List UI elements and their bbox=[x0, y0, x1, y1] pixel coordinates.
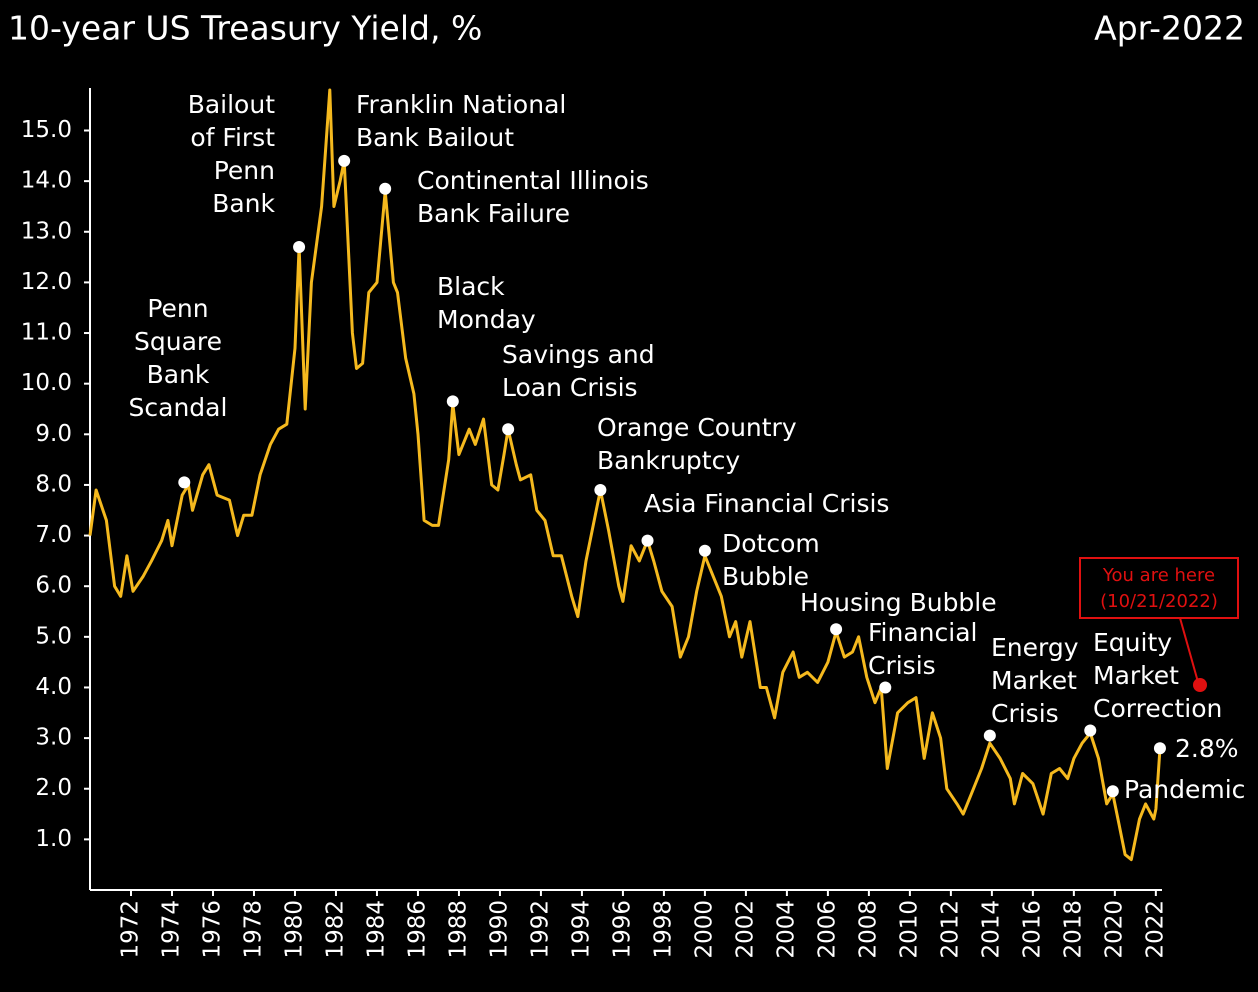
annotation-label: 2.8% bbox=[1175, 734, 1239, 763]
annotation-dot bbox=[641, 534, 654, 547]
x-tick-label: 2018 bbox=[1060, 900, 1086, 959]
x-tick-label: 1976 bbox=[199, 900, 225, 959]
annotation-dot bbox=[338, 154, 351, 167]
annotation-label: Franklin National bbox=[356, 90, 566, 119]
annotation-label: of First bbox=[190, 123, 275, 152]
annotation-label: Loan Crisis bbox=[502, 373, 638, 402]
y-tick-label: 6.0 bbox=[35, 573, 72, 599]
annotation-label: Equity bbox=[1093, 628, 1172, 657]
annotation-label: Housing Bubble bbox=[800, 588, 997, 617]
x-tick-label: 1980 bbox=[281, 900, 307, 959]
annotation-label: Continental Illinois bbox=[417, 166, 649, 195]
annotation-dot bbox=[379, 182, 392, 195]
x-tick-label: 1986 bbox=[404, 900, 430, 959]
annotation-label: Bank Bailout bbox=[356, 123, 514, 152]
callout-box bbox=[1079, 557, 1239, 619]
x-tick-label: 1984 bbox=[363, 900, 389, 959]
annotation-label: Bank bbox=[212, 189, 275, 218]
y-tick-label: 13.0 bbox=[21, 218, 72, 244]
x-tick-label: 1996 bbox=[609, 900, 635, 959]
annotation-label: Bankruptcy bbox=[597, 446, 740, 475]
x-tick-label: 1998 bbox=[650, 900, 676, 959]
annotation-dot bbox=[830, 623, 843, 636]
annotation-label: Market bbox=[1093, 661, 1179, 690]
annotation-dot bbox=[502, 423, 515, 436]
annotation-label: Market bbox=[991, 666, 1077, 695]
x-tick-label: 1978 bbox=[240, 900, 266, 959]
annotation-label: Square bbox=[134, 327, 222, 356]
x-tick-label: 1988 bbox=[445, 900, 471, 959]
callout-text: You are here bbox=[1102, 565, 1215, 586]
annotation-label: Monday bbox=[437, 305, 536, 334]
annotation-label: Penn bbox=[214, 156, 275, 185]
y-tick-label: 7.0 bbox=[35, 522, 72, 548]
annotation-label: Crisis bbox=[991, 699, 1059, 728]
annotation-label: Dotcom bbox=[722, 529, 820, 558]
callout-pointer bbox=[1179, 617, 1199, 683]
annotation-dot bbox=[1153, 742, 1166, 755]
x-tick-label: 1982 bbox=[322, 900, 348, 959]
x-tick-label: 2012 bbox=[937, 900, 963, 959]
x-tick-label: 2016 bbox=[1019, 900, 1045, 959]
y-tick-label: 14.0 bbox=[21, 168, 72, 194]
y-tick-label: 8.0 bbox=[35, 471, 72, 497]
x-tick-label: 2000 bbox=[691, 900, 717, 959]
annotation-dot bbox=[698, 544, 711, 557]
x-tick-label: 2002 bbox=[732, 900, 758, 959]
annotation-label: Pandemic bbox=[1124, 775, 1245, 804]
x-tick-label: 1974 bbox=[158, 900, 184, 959]
annotation-label: Bubble bbox=[722, 562, 809, 591]
chart-title: 10-year US Treasury Yield, % bbox=[8, 9, 482, 48]
annotation-label: Penn bbox=[147, 294, 208, 323]
x-tick-label: 1972 bbox=[117, 900, 143, 959]
y-tick-label: 2.0 bbox=[35, 775, 72, 801]
chart-subtitle: Apr-2022 bbox=[1094, 9, 1245, 48]
y-tick-label: 5.0 bbox=[35, 623, 72, 649]
callout-dot bbox=[1193, 678, 1207, 692]
x-tick-label: 1992 bbox=[527, 900, 553, 959]
x-tick-label: 2022 bbox=[1142, 900, 1168, 959]
x-tick-label: 1990 bbox=[486, 900, 512, 959]
annotation-dot bbox=[983, 729, 996, 742]
x-tick-label: 2020 bbox=[1101, 900, 1127, 959]
x-tick-label: 2006 bbox=[814, 900, 840, 959]
callout-text: (10/21/2022) bbox=[1100, 591, 1218, 612]
annotation-label: Bank Failure bbox=[417, 199, 570, 228]
y-tick-label: 1.0 bbox=[35, 826, 72, 852]
y-tick-label: 11.0 bbox=[21, 320, 72, 346]
annotation-label: Savings and bbox=[502, 340, 655, 369]
annotation-label: Crisis bbox=[868, 651, 936, 680]
x-tick-label: 1994 bbox=[568, 900, 594, 959]
annotation-dot bbox=[293, 240, 306, 253]
annotation-label: Bailout bbox=[188, 90, 276, 119]
x-tick-label: 2008 bbox=[855, 900, 881, 959]
annotation-dot bbox=[1106, 785, 1119, 798]
y-tick-label: 4.0 bbox=[35, 674, 72, 700]
annotation-dot bbox=[446, 395, 459, 408]
x-tick-label: 2004 bbox=[773, 900, 799, 959]
y-tick-label: 9.0 bbox=[35, 421, 72, 447]
annotation-label: Financial bbox=[868, 618, 977, 647]
y-tick-label: 3.0 bbox=[35, 725, 72, 751]
annotation-label: Scandal bbox=[129, 393, 228, 422]
annotation-dot bbox=[178, 476, 191, 489]
annotation-dot bbox=[879, 681, 892, 694]
annotation-label: Energy bbox=[991, 633, 1079, 662]
x-tick-label: 2014 bbox=[978, 900, 1004, 959]
y-tick-label: 15.0 bbox=[21, 117, 72, 143]
annotation-dot bbox=[594, 484, 607, 496]
annotation-label: Correction bbox=[1093, 694, 1222, 723]
annotation-label: Asia Financial Crisis bbox=[644, 489, 889, 518]
annotation-label: Black bbox=[437, 272, 505, 301]
annotation-label: Orange Country bbox=[597, 413, 797, 442]
x-tick-label: 2010 bbox=[896, 900, 922, 959]
annotation-label: Bank bbox=[147, 360, 210, 389]
y-tick-label: 12.0 bbox=[21, 269, 72, 295]
y-tick-label: 10.0 bbox=[21, 370, 72, 396]
annotation-dot bbox=[1084, 724, 1097, 737]
